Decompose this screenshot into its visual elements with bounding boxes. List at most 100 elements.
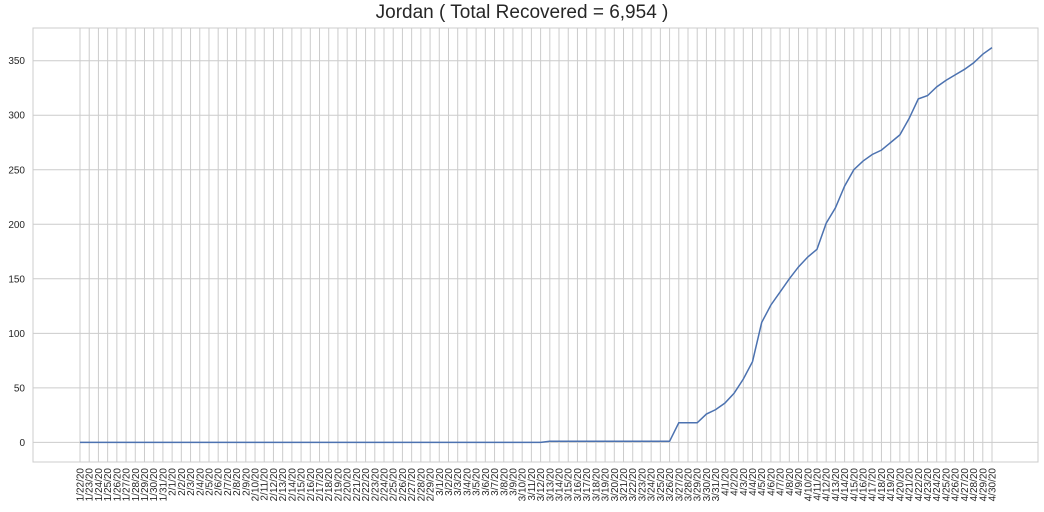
x-tick-label: 3/21/20 [619,468,630,502]
x-tick-label: 3/9/20 [508,468,519,496]
x-tick-label: 4/13/20 [831,468,842,502]
x-tick-label: 1/31/20 [158,468,169,502]
x-tick-label: 3/11/20 [527,468,538,501]
x-tick-label: 3/10/20 [518,468,529,502]
x-tick-label: 1/29/20 [140,468,151,502]
x-tick-label: 2/25/20 [389,468,400,502]
x-tick-label: 3/3/20 [453,468,464,496]
x-tick-label: 3/29/20 [693,468,704,502]
x-tick-label: 4/15/20 [849,468,860,502]
y-tick-label: 0 [19,438,25,449]
x-tick-label: 4/25/20 [941,468,952,502]
x-tick-label: 4/28/20 [969,468,980,502]
horizontal-gridlines [33,60,1038,443]
x-tick-label: 4/2/20 [730,468,741,496]
x-tick-label: 4/11/20 [812,468,823,501]
x-tick-label: 3/24/20 [647,468,658,502]
x-tick-label: 3/13/20 [545,468,556,502]
x-tick-label: 3/2/20 [444,468,455,496]
x-tick-label: 2/17/20 [315,468,326,502]
y-tick-label: 250 [8,165,25,176]
y-tick-label: 300 [8,111,25,122]
x-tick-label: 2/14/20 [287,468,298,502]
x-tick-label: 2/26/20 [398,468,409,502]
x-tick-label: 3/23/20 [637,468,648,502]
x-tick-label: 2/10/20 [251,468,262,502]
x-tick-label: 4/29/20 [978,468,989,502]
x-tick-label: 3/20/20 [610,468,621,502]
x-tick-label: 1/23/20 [85,468,96,502]
x-tick-label: 3/31/20 [711,468,722,502]
x-tick-label: 3/14/20 [555,468,566,502]
x-tick-label: 2/29/20 [426,468,437,502]
x-tick-label: 3/16/20 [573,468,584,502]
x-tick-label: 4/5/20 [757,468,768,496]
x-tick-label: 2/21/20 [352,468,363,502]
x-tick-label: 3/30/20 [702,468,713,502]
y-tick-label: 200 [8,220,25,231]
x-tick-label: 2/18/20 [324,468,335,502]
x-tick-label: 4/6/20 [766,468,777,496]
y-tick-label: 50 [14,383,26,394]
x-tick-label: 4/30/20 [988,468,999,502]
x-tick-label: 1/26/20 [112,468,123,502]
x-tick-label: 4/12/20 [822,468,833,502]
x-tick-label: 4/21/20 [905,468,916,502]
x-tick-label: 1/28/20 [131,468,142,502]
x-tick-label: 2/16/20 [306,468,317,502]
x-tick-label: 2/1/20 [168,468,179,496]
x-tick-label: 2/6/20 [214,468,225,496]
x-tick-label: 2/12/20 [269,468,280,502]
x-tick-label: 4/23/20 [923,468,934,502]
x-tick-label: 3/5/20 [472,468,483,496]
x-tick-label: 4/17/20 [868,468,879,502]
x-tick-label: 3/22/20 [628,468,639,502]
x-tick-label: 2/8/20 [232,468,243,496]
y-tick-label: 150 [8,274,25,285]
x-tick-label: 2/15/20 [297,468,308,502]
x-tick-label: 2/27/20 [407,468,418,502]
x-tick-label: 1/30/20 [149,468,160,502]
x-tick-label: 1/22/20 [76,468,87,502]
x-tick-label: 2/9/20 [241,468,252,496]
x-tick-label: 4/3/20 [739,468,750,496]
x-tick-label: 4/1/20 [720,468,731,496]
vertical-gridlines [79,28,993,462]
x-tick-label: 3/18/20 [591,468,602,502]
plot-frame [32,27,1039,463]
x-tick-label: 4/9/20 [794,468,805,496]
x-tick-label: 2/11/20 [260,468,271,501]
x-tick-label: 3/17/20 [582,468,593,502]
x-tick-label: 3/8/20 [499,468,510,496]
x-tick-label: 2/3/20 [186,468,197,496]
x-tick-label: 3/28/20 [684,468,695,502]
x-tick-label: 4/7/20 [776,468,787,496]
x-tick-label: 1/24/20 [94,468,105,502]
x-tick-label: 1/27/20 [122,468,133,502]
x-tick-label: 4/10/20 [803,468,814,502]
chart-title: Jordan ( Total Recovered = 6,954 ) [375,2,669,23]
x-tick-label: 4/27/20 [960,468,971,502]
y-axis-ticks: 0 50 100 150 200 250 300 350 [8,56,25,449]
x-tick-label: 2/7/20 [223,468,234,496]
x-axis-ticks: 1/22/201/23/201/24/201/25/201/26/201/27/… [76,468,999,502]
x-tick-label: 3/4/20 [462,468,473,496]
x-tick-label: 4/26/20 [951,468,962,502]
x-tick-label: 4/20/20 [895,468,906,502]
x-tick-label: 4/4/20 [748,468,759,496]
x-tick-label: 3/27/20 [674,468,685,502]
x-tick-label: 3/19/20 [601,468,612,502]
x-tick-label: 3/25/20 [656,468,667,502]
x-tick-label: 2/2/20 [177,468,188,496]
x-tick-label: 3/6/20 [481,468,492,496]
x-tick-label: 2/24/20 [380,468,391,502]
x-tick-label: 4/19/20 [886,468,897,502]
x-tick-label: 3/1/20 [435,468,446,496]
x-tick-label: 4/14/20 [840,468,851,502]
y-tick-label: 350 [8,56,25,67]
x-tick-label: 2/19/20 [333,468,344,502]
y-tick-label: 100 [8,329,25,340]
x-tick-label: 3/7/20 [490,468,501,496]
x-tick-label: 2/23/20 [370,468,381,502]
